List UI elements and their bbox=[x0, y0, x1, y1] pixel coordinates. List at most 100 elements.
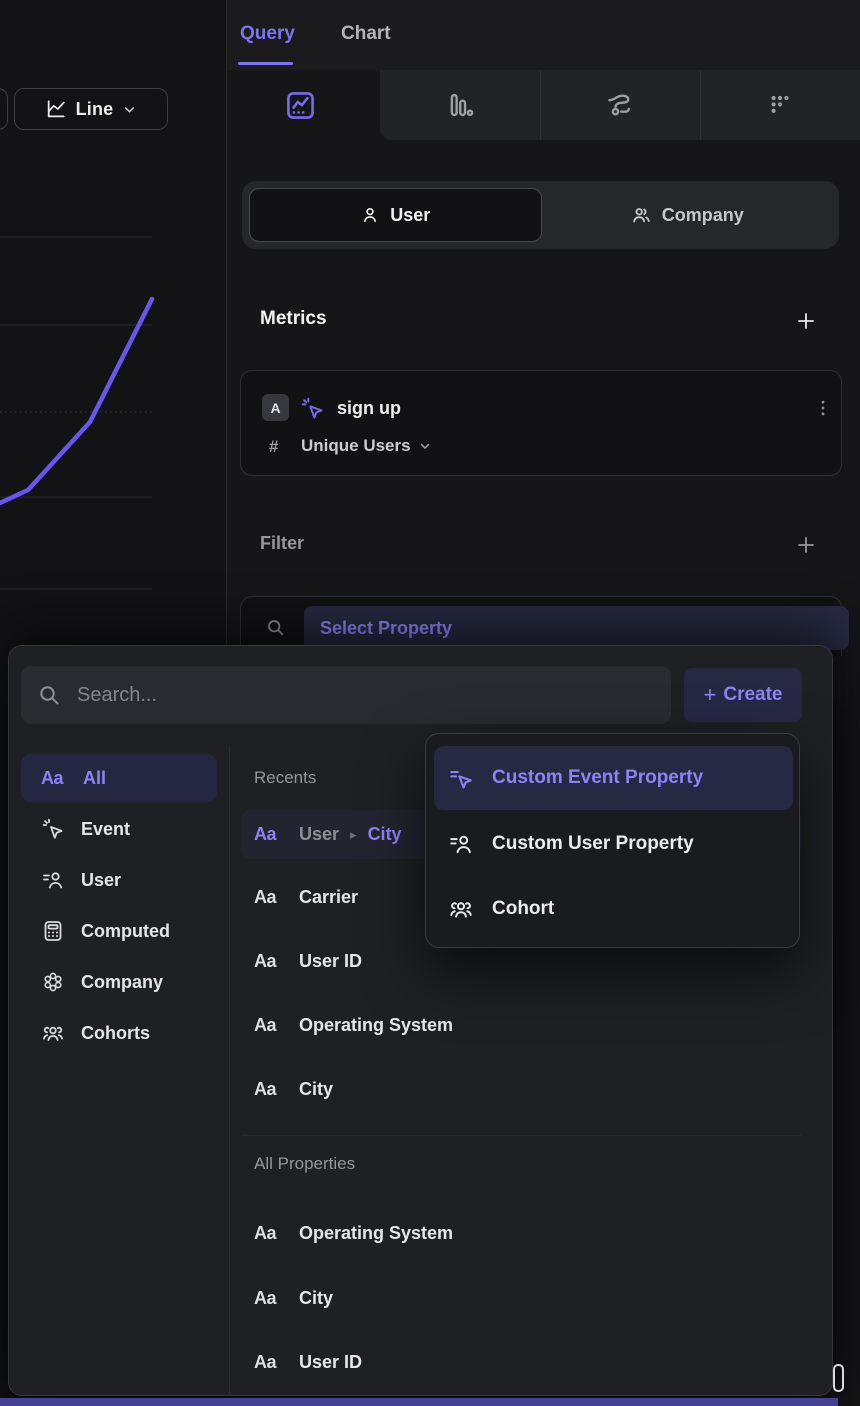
property-label: Operating System bbox=[299, 1015, 454, 1035]
section-divider bbox=[241, 1135, 801, 1136]
computed-icon bbox=[41, 919, 65, 943]
tab-chart[interactable]: Chart bbox=[341, 23, 391, 44]
panel-topbar: Query Chart bbox=[227, 0, 860, 70]
menu-item-label: Custom User Property bbox=[492, 832, 694, 854]
category-label: User bbox=[81, 869, 122, 890]
toggle-company[interactable]: Company bbox=[542, 188, 833, 242]
category-user[interactable]: User bbox=[21, 856, 217, 904]
aa-type-icon: Aa bbox=[41, 767, 64, 788]
active-tab-underline bbox=[238, 62, 293, 65]
menu-item-custom-event-property[interactable]: Custom Event Property bbox=[434, 746, 793, 810]
keyboard-hint-fragment bbox=[833, 1364, 844, 1392]
aa-type-icon: Aa bbox=[254, 824, 277, 844]
property-search-dialog: + Create Aa All Event User Computed bbox=[8, 645, 833, 1396]
plus-glyph: + bbox=[703, 682, 717, 707]
recents-heading: Recents bbox=[254, 768, 317, 787]
category-all[interactable]: Aa All bbox=[21, 754, 217, 802]
breadcrumb-leaf: City bbox=[367, 824, 402, 844]
recent-item[interactable]: Aa City bbox=[241, 1065, 801, 1114]
entity-toggle: User Company bbox=[242, 181, 839, 249]
recent-item[interactable]: Aa User ID bbox=[241, 937, 801, 986]
toggle-user-label: User bbox=[390, 204, 431, 225]
custom-user-property-icon bbox=[448, 831, 474, 857]
property-label: Carrier bbox=[299, 887, 359, 907]
search-input[interactable] bbox=[75, 682, 655, 708]
property-label: User ID bbox=[299, 1352, 363, 1372]
add-metric-button[interactable] bbox=[793, 308, 819, 334]
filter-heading: Filter bbox=[260, 533, 305, 553]
chevron-down-icon bbox=[418, 439, 432, 453]
category-computed[interactable]: Computed bbox=[21, 907, 217, 955]
view-tab-bars[interactable] bbox=[442, 87, 478, 123]
dialog-divider bbox=[229, 746, 230, 1396]
toggle-user[interactable]: User bbox=[249, 188, 542, 242]
bottom-accent-strip bbox=[0, 1398, 838, 1406]
retention-dots-icon bbox=[766, 91, 794, 119]
menu-item-custom-user-property[interactable]: Custom User Property bbox=[434, 816, 793, 871]
aggregation-symbol: # bbox=[269, 437, 279, 456]
aggregation-dropdown[interactable]: Unique Users bbox=[301, 436, 432, 456]
menu-item-cohort[interactable]: Cohort bbox=[434, 881, 793, 936]
category-label: Computed bbox=[81, 920, 170, 941]
category-label: Company bbox=[81, 971, 164, 992]
metric-event-name: sign up bbox=[337, 398, 401, 418]
recent-item[interactable]: Aa Carrier bbox=[241, 873, 801, 922]
recent-item[interactable]: Aa Operating System bbox=[241, 1001, 801, 1050]
category-company[interactable]: Company bbox=[21, 958, 217, 1006]
category-cohorts[interactable]: Cohorts bbox=[21, 1009, 217, 1057]
event-icon bbox=[41, 817, 65, 841]
aa-type-icon: Aa bbox=[254, 951, 277, 971]
metric-row-card[interactable]: A sign up # Unique Users bbox=[240, 370, 842, 476]
aa-type-icon: Aa bbox=[254, 1288, 277, 1308]
property-item[interactable]: Aa Operating System bbox=[241, 1209, 801, 1258]
kebab-menu-icon[interactable] bbox=[811, 393, 835, 423]
cohorts-icon bbox=[41, 1021, 65, 1045]
aggregation-label: Unique Users bbox=[301, 436, 411, 455]
panel-divider bbox=[226, 0, 227, 645]
tab-separator bbox=[700, 70, 701, 140]
search-icon bbox=[265, 617, 286, 638]
all-properties-heading: All Properties bbox=[254, 1154, 356, 1173]
flows-icon bbox=[605, 90, 635, 120]
menu-item-label: Cohort bbox=[492, 897, 555, 919]
insights-line-icon bbox=[284, 89, 317, 122]
create-menu: Custom Event Property Custom User Proper… bbox=[425, 733, 800, 948]
bars-icon bbox=[445, 90, 475, 120]
category-event[interactable]: Event bbox=[21, 805, 217, 853]
property-label: City bbox=[299, 1079, 334, 1099]
cohort-icon bbox=[448, 896, 474, 922]
chevron-down-icon bbox=[122, 102, 137, 117]
create-button-label: Create bbox=[723, 684, 783, 705]
people-icon bbox=[630, 204, 652, 226]
dialog-search-field[interactable] bbox=[21, 666, 671, 724]
menu-item-label: Custom Event Property bbox=[492, 767, 704, 788]
select-property-field[interactable]: Select Property bbox=[304, 606, 849, 650]
user-icon bbox=[41, 868, 65, 892]
custom-event-property-icon bbox=[448, 765, 474, 791]
create-button[interactable]: + Create bbox=[684, 668, 802, 722]
category-label: Cohorts bbox=[81, 1022, 150, 1043]
line-chart-icon bbox=[45, 98, 67, 120]
view-tab-flows[interactable] bbox=[602, 87, 638, 123]
aa-type-icon: Aa bbox=[254, 1352, 277, 1372]
chart-type-dropdown[interactable]: Line bbox=[14, 88, 168, 130]
aa-type-icon: Aa bbox=[254, 1015, 277, 1035]
series-line-sign-up bbox=[0, 296, 155, 506]
aa-type-icon: Aa bbox=[254, 1079, 277, 1099]
metrics-heading: Metrics bbox=[260, 308, 327, 329]
category-label: All bbox=[83, 767, 107, 788]
add-filter-button[interactable] bbox=[793, 532, 819, 558]
tab-query[interactable]: Query bbox=[240, 23, 295, 44]
breadcrumb-parent: User bbox=[299, 824, 340, 844]
property-item[interactable]: Aa User ID bbox=[241, 1338, 801, 1387]
property-label: City bbox=[299, 1288, 334, 1308]
property-item[interactable]: Aa City bbox=[241, 1274, 801, 1323]
view-type-tabstrip bbox=[227, 70, 860, 140]
aa-type-icon: Aa bbox=[254, 1223, 277, 1243]
company-icon bbox=[41, 970, 65, 994]
view-tab-retention[interactable] bbox=[762, 87, 798, 123]
aa-type-icon: Aa bbox=[254, 887, 277, 907]
search-icon bbox=[37, 683, 61, 707]
view-tab-insights[interactable] bbox=[282, 87, 318, 123]
